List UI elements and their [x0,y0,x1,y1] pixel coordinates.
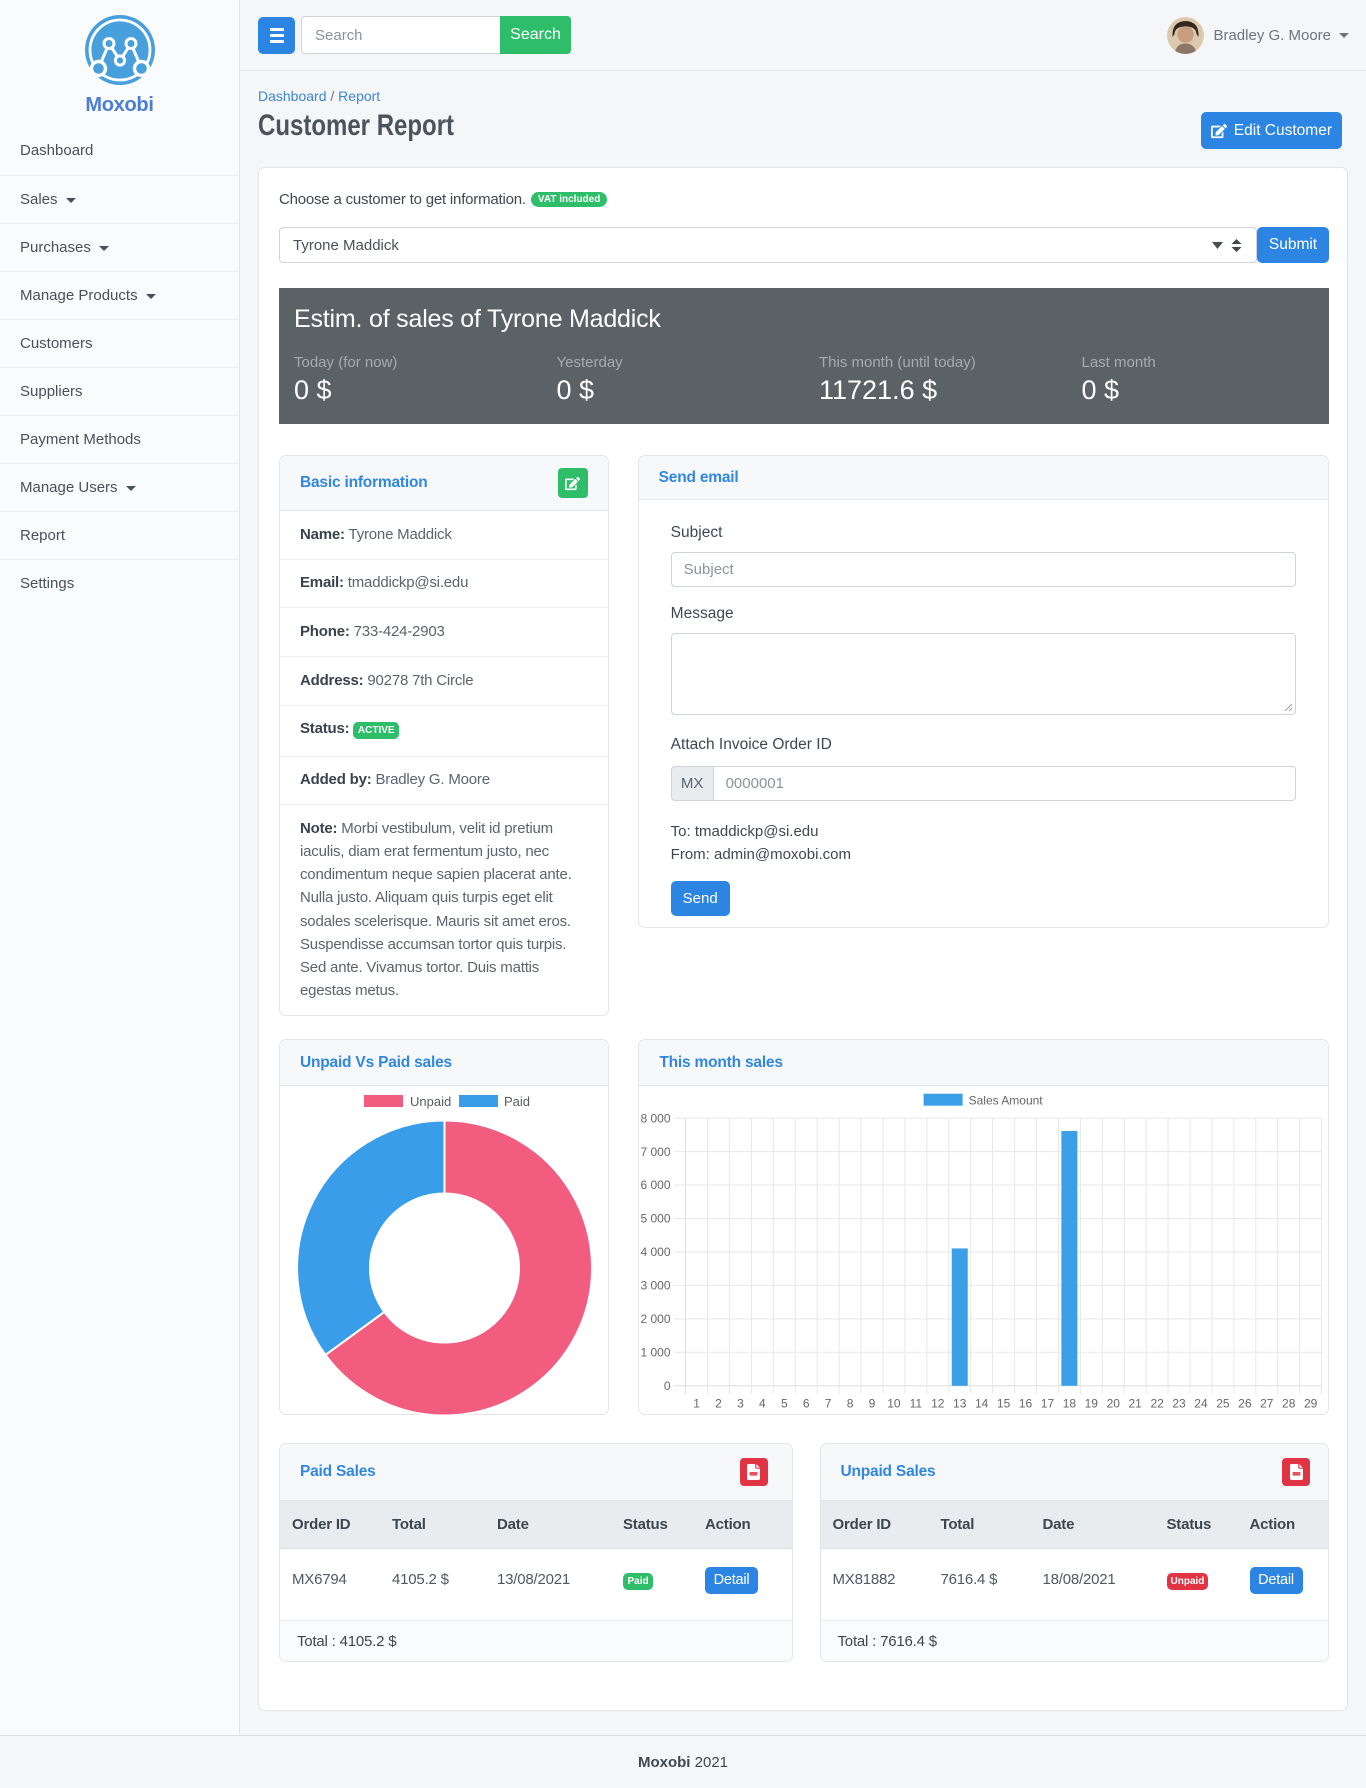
svg-text:12: 12 [931,1397,945,1411]
svg-text:16: 16 [1019,1397,1033,1411]
svg-text:3: 3 [737,1397,744,1411]
svg-text:21: 21 [1129,1397,1143,1411]
svg-text:24: 24 [1195,1397,1209,1411]
svg-text:25: 25 [1217,1397,1231,1411]
svg-text:27: 27 [1260,1397,1274,1411]
svg-text:19: 19 [1085,1397,1099,1411]
svg-text:26: 26 [1239,1397,1253,1411]
svg-text:Sales Amount: Sales Amount [969,1094,1044,1108]
svg-text:6 000: 6 000 [641,1179,671,1193]
svg-text:15: 15 [997,1397,1011,1411]
svg-text:3 000: 3 000 [641,1279,671,1293]
svg-text:11: 11 [910,1397,923,1411]
svg-text:28: 28 [1282,1397,1296,1411]
svg-text:17: 17 [1041,1397,1055,1411]
svg-text:23: 23 [1173,1397,1187,1411]
svg-text:7: 7 [825,1397,832,1411]
svg-text:2 000: 2 000 [641,1312,671,1326]
svg-text:8 000: 8 000 [641,1112,671,1126]
svg-text:4 000: 4 000 [641,1246,671,1260]
svg-text:10: 10 [888,1397,902,1411]
svg-text:4: 4 [759,1397,766,1411]
svg-text:1: 1 [694,1397,701,1411]
svg-text:14: 14 [975,1397,989,1411]
svg-text:1 000: 1 000 [641,1346,671,1360]
svg-text:20: 20 [1107,1397,1121,1411]
svg-text:9: 9 [869,1397,876,1411]
svg-text:29: 29 [1304,1397,1318,1411]
svg-text:13: 13 [953,1397,967,1411]
svg-text:2: 2 [716,1397,723,1411]
svg-text:5 000: 5 000 [641,1212,671,1226]
svg-text:7 000: 7 000 [641,1145,671,1159]
svg-text:18: 18 [1063,1397,1077,1411]
svg-text:6: 6 [803,1397,810,1411]
svg-text:22: 22 [1151,1397,1165,1411]
svg-text:Paid: Paid [504,1094,530,1109]
svg-text:0: 0 [664,1379,671,1393]
svg-text:5: 5 [781,1397,788,1411]
svg-text:Unpaid: Unpaid [410,1094,451,1109]
svg-text:8: 8 [847,1397,854,1411]
